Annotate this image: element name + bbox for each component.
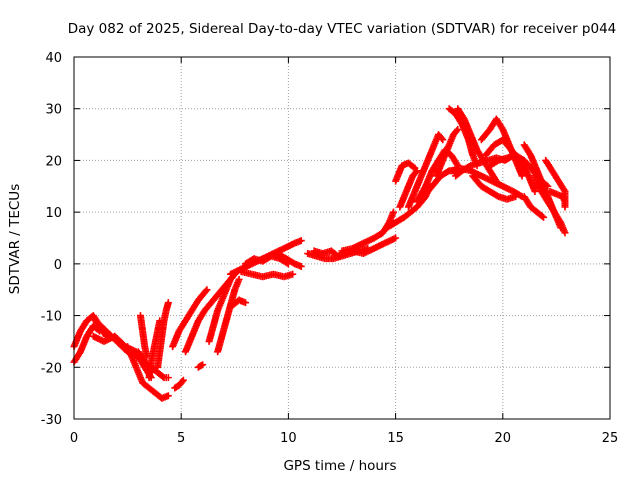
plot-frame: [73, 56, 611, 420]
data-point: [473, 162, 481, 170]
y-tick-label: 10: [45, 206, 62, 221]
series-track-34: [445, 105, 481, 170]
y-tick-label: 30: [45, 103, 62, 118]
data-point: [392, 234, 400, 242]
data-point: [531, 187, 539, 195]
y-tick-label: -10: [41, 310, 62, 325]
data-marker: [178, 378, 186, 386]
series-track-18: [237, 268, 297, 281]
data-point: [561, 198, 569, 206]
series-track-09: [136, 312, 151, 361]
series-track-05: [124, 343, 172, 402]
data-point: [179, 376, 187, 384]
data-point: [561, 229, 569, 237]
series-track-27: [392, 159, 419, 185]
y-tick-label: 0: [54, 258, 62, 273]
series-track-12: [194, 361, 207, 371]
x-tick-label: 15: [387, 431, 404, 446]
data-point: [518, 172, 526, 180]
data-marker: [202, 287, 210, 295]
data-point: [389, 208, 397, 216]
chart-title: Day 082 of 2025, Sidereal Day-to-day VTE…: [68, 21, 617, 37]
series-track-11: [171, 376, 187, 392]
y-tick-label: 20: [45, 154, 62, 169]
series-track-36: [447, 164, 526, 201]
data-point: [439, 136, 447, 144]
series-track-10: [169, 286, 211, 351]
data-point: [454, 125, 462, 133]
axis-ticks: 0 5 10 15 20 25 -30 -20 -10 0 10 20 30 40: [41, 51, 619, 446]
x-tick-label: 20: [495, 431, 512, 446]
data-marker: [453, 127, 461, 135]
data-point: [242, 299, 250, 307]
data-point: [164, 299, 172, 307]
series-track-02: [70, 322, 104, 366]
x-tick-label: 0: [70, 431, 78, 446]
series-track-43: [546, 187, 569, 206]
data-marker: [444, 168, 452, 176]
series-track-14: [205, 275, 235, 345]
series-track-20: [274, 250, 305, 270]
data-point: [540, 213, 548, 221]
series-track-07: [145, 317, 164, 382]
y-tick-label: -20: [41, 361, 62, 376]
x-tick-label: 10: [280, 431, 297, 446]
data-marker: [493, 157, 501, 165]
x-tick-label: 5: [177, 431, 185, 446]
data-marker: [410, 163, 418, 171]
data-marker: [538, 212, 546, 220]
x-tick-label: 25: [602, 431, 619, 446]
data-marker: [197, 362, 205, 370]
data-point: [235, 275, 243, 283]
data-marker: [94, 326, 102, 334]
data-series: [70, 105, 569, 402]
series-track-28: [404, 131, 447, 211]
data-point: [143, 353, 151, 361]
grid-lines: [74, 57, 610, 419]
data-point: [164, 392, 172, 400]
data-marker: [493, 192, 501, 200]
data-marker: [159, 373, 167, 381]
series-track-37: [477, 115, 526, 180]
data-point: [289, 270, 297, 278]
data-marker: [412, 168, 420, 176]
data-point: [199, 361, 207, 369]
data-point: [411, 164, 419, 172]
data-point: [297, 237, 305, 245]
data-point: [203, 286, 211, 294]
series-track-44: [520, 193, 548, 221]
data-point: [297, 262, 305, 270]
series-track-16: [229, 296, 250, 309]
data-point: [164, 374, 172, 382]
series-track-31: [432, 125, 462, 180]
series-track-08: [154, 299, 172, 371]
y-tick-label: 40: [45, 51, 62, 66]
y-axis-label: SDTVAR / TECUs: [7, 184, 23, 294]
data-marker: [560, 186, 568, 194]
series-track-24: [349, 234, 400, 258]
data-marker: [438, 134, 446, 142]
series-track-41: [531, 172, 569, 237]
data-marker: [517, 192, 525, 200]
x-axis-label: GPS time / hours: [283, 458, 396, 474]
y-tick-label: -30: [41, 413, 62, 428]
